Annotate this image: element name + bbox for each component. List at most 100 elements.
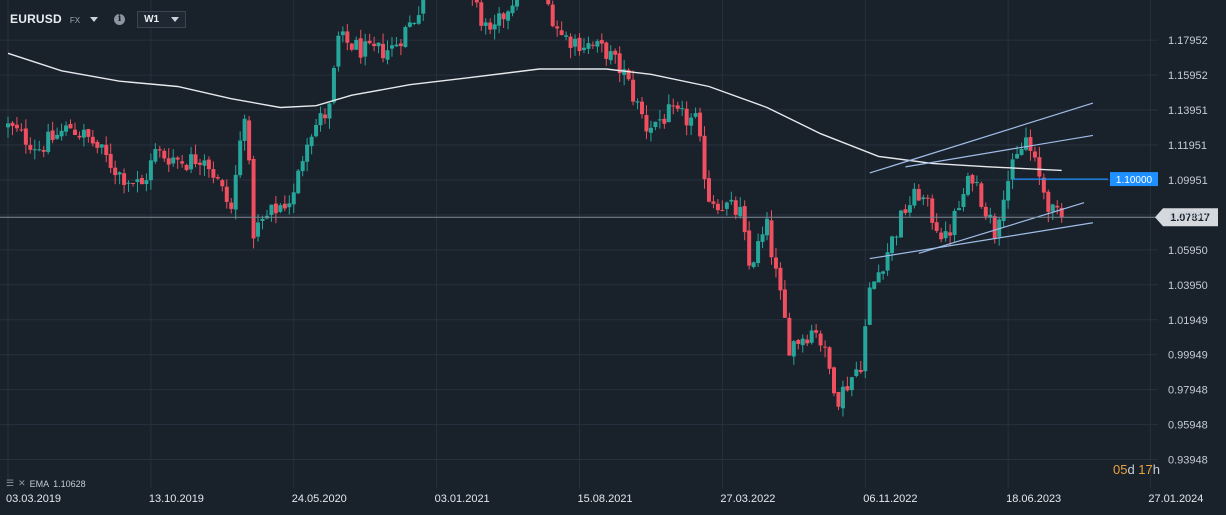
candle-body (970, 174, 975, 184)
candle-body (769, 220, 774, 258)
candle-body (72, 129, 77, 136)
candle-body (220, 180, 225, 187)
candles (6, 0, 1064, 417)
candle-body (858, 369, 863, 373)
candle-body (881, 271, 886, 274)
x-axis: 03.03.2019 13.10.2019 24.05.2020 03.01.2021… (6, 493, 1203, 505)
symbol-label[interactable]: EURUSD (10, 12, 62, 26)
candle-body (550, 4, 555, 27)
candle-body (729, 199, 734, 202)
candle-body (872, 281, 877, 289)
y-tick-label: 1.07950 (1168, 210, 1208, 222)
candle-body (233, 174, 238, 210)
level-tag-label: 1.10000 (1116, 175, 1153, 186)
candle-body (86, 129, 91, 137)
chevron-down-icon[interactable] (90, 16, 99, 22)
candle-body (787, 317, 792, 356)
candle-body (1010, 159, 1015, 180)
candle-body (608, 51, 613, 61)
candle-body (644, 115, 649, 132)
candle-body (336, 35, 341, 67)
countdown-hours-unit: h (1152, 462, 1160, 477)
market-label: FX (69, 16, 81, 25)
candle-body (631, 79, 636, 102)
countdown-hours: 17 (1138, 462, 1153, 477)
candle-body (296, 170, 301, 194)
x-tick-label: 15.08.2021 (578, 493, 633, 505)
candle-body (113, 167, 118, 176)
candle-body (773, 257, 778, 269)
candle-body (117, 172, 122, 175)
trendline (905, 134, 1094, 168)
candle-body (840, 386, 845, 409)
candle-body (742, 206, 747, 233)
candle-body (131, 182, 136, 184)
candle-body (845, 386, 850, 391)
candle-body (331, 68, 336, 103)
candle-body (327, 103, 332, 119)
candle-body (483, 22, 488, 26)
candle-body (622, 69, 627, 75)
y-tick-label: 1.11951 (1168, 140, 1207, 152)
y-axis: 1.17952 1.15952 1.13951 1.11951 1.09951 1.079… (1168, 35, 1208, 466)
y-tick-label: 1.09951 (1168, 175, 1208, 187)
close-icon[interactable]: ✕ (18, 478, 26, 488)
candle-body (863, 326, 868, 372)
candle-body (407, 22, 412, 27)
candle-body (189, 154, 194, 170)
list-icon[interactable]: ☰ (6, 478, 15, 488)
candle-body (59, 130, 64, 137)
x-tick-label: 27.01.2024 (1148, 493, 1203, 505)
candle-body (831, 367, 836, 394)
candle-body (782, 289, 787, 318)
candle-body (943, 231, 948, 239)
grid-lines (0, 0, 1158, 488)
candle-body (738, 206, 743, 217)
candle-body (894, 236, 899, 238)
candle-body (617, 53, 622, 74)
candle-body (555, 26, 560, 29)
indicator-value: 1.10628 (53, 478, 86, 489)
candle-body (398, 43, 403, 47)
candle-body (10, 122, 15, 126)
candle-body (68, 123, 73, 129)
candle-body (912, 188, 917, 206)
candle-body (340, 31, 345, 36)
candle-body (890, 236, 895, 254)
candle-body (809, 330, 814, 343)
chevron-down-icon (171, 16, 180, 22)
candle-body (64, 125, 69, 132)
trendline (869, 222, 1094, 260)
chart-header: EURUSD FX i W1 (10, 10, 187, 28)
candle-body (197, 162, 202, 165)
level-tag (1110, 172, 1158, 187)
candle-body (55, 134, 60, 139)
candle-body (903, 209, 908, 214)
candle-body (238, 140, 243, 176)
candle-body (180, 161, 185, 164)
last-price-label: 1.07817 (1170, 212, 1210, 224)
candle-body (367, 40, 372, 44)
candle-body (1001, 199, 1006, 222)
candle-body (1028, 137, 1033, 151)
info-icon[interactable]: i (114, 13, 126, 25)
candle-body (314, 124, 319, 137)
candle-body (224, 186, 229, 202)
y-tick-label: 1.01949 (1168, 315, 1208, 327)
candle-body (41, 149, 46, 152)
timeframe-select[interactable]: W1 (137, 10, 187, 28)
candle-body (412, 23, 417, 25)
candle-body (394, 44, 399, 47)
candle-body (247, 120, 252, 161)
candle-body (1006, 181, 1011, 201)
candle-body (211, 169, 216, 178)
x-tick-label: 27.03.2022 (720, 493, 775, 505)
candle-body (50, 130, 55, 140)
candle-body (805, 339, 810, 344)
candle-body (287, 203, 292, 208)
candle-body (599, 39, 604, 44)
y-tick-label: 0.93948 (1168, 455, 1208, 467)
candle-body (309, 136, 314, 147)
x-tick-label: 06.11.2022 (863, 493, 917, 505)
